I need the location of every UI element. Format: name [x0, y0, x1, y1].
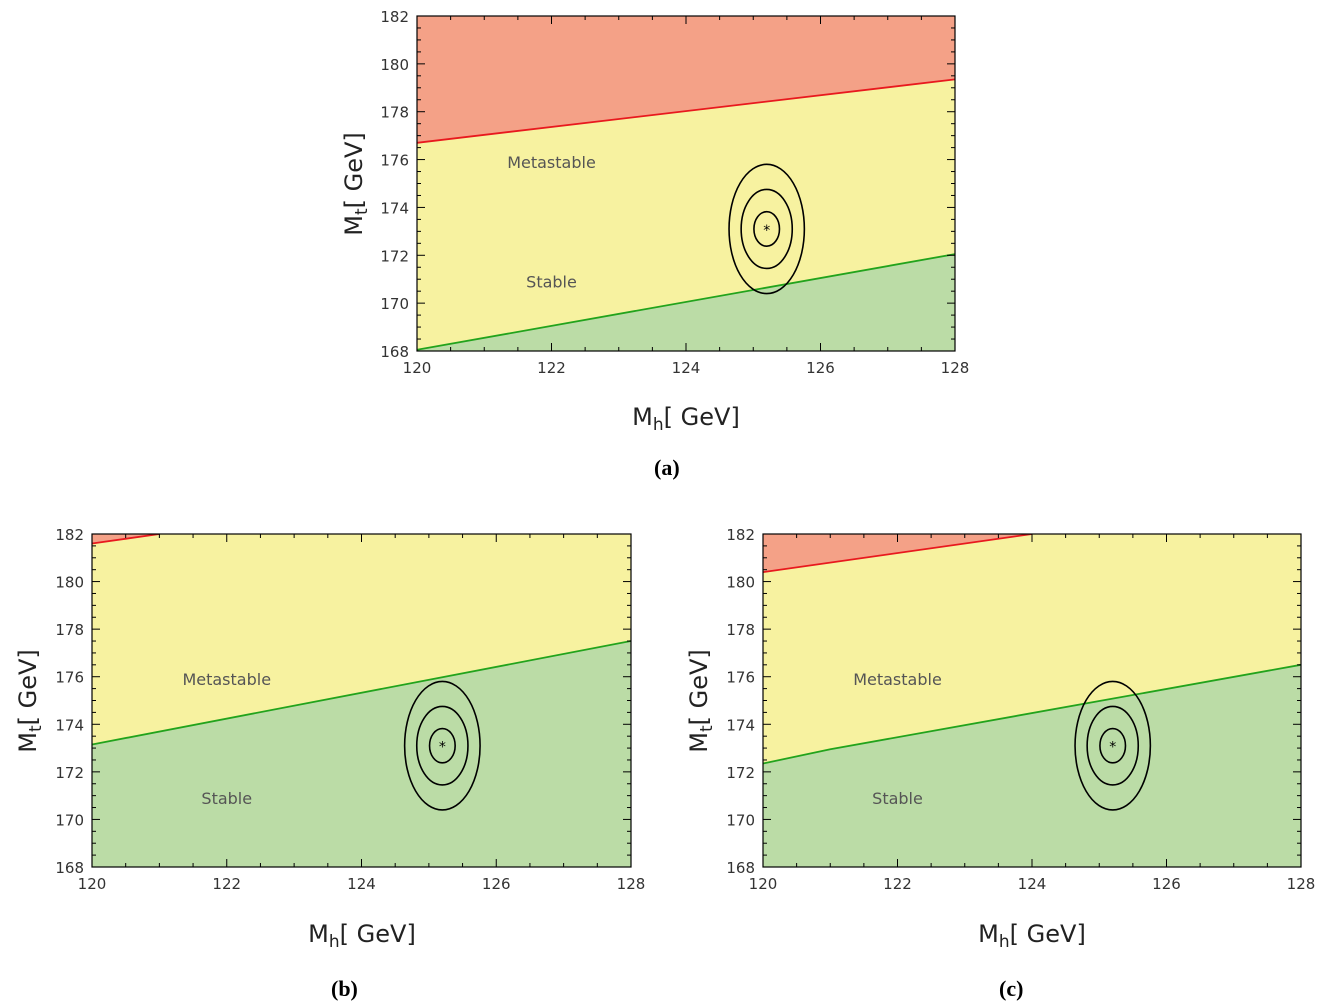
panel-a-caption: (a): [654, 455, 680, 480]
x-tick-label: 128: [617, 875, 646, 893]
x-tick-label: 120: [403, 359, 432, 377]
x-tick-label: 126: [1152, 875, 1181, 893]
stability-boundary-line: [417, 253, 955, 351]
region-stable: [92, 641, 631, 867]
x-tick-label: 124: [347, 875, 376, 893]
y-tick-label: 170: [726, 811, 755, 829]
best-fit-marker: *: [763, 223, 770, 239]
y-tick-label: 180: [55, 574, 84, 592]
x-tick-label: 124: [1018, 875, 1047, 893]
y-tick-label: 168: [380, 343, 409, 361]
x-tick-label: 126: [482, 875, 511, 893]
plot-area: * Metastable Stable: [763, 534, 1301, 867]
region-label-metastable: Metastable: [507, 153, 596, 172]
x-tick-label: 124: [672, 359, 701, 377]
y-tick-label: 172: [380, 247, 409, 265]
instability-boundary-line: [763, 534, 1033, 573]
y-tick-label: 170: [380, 295, 409, 313]
x-axis-label: Mh[ GeV]: [632, 403, 740, 435]
instability-boundary-line: [417, 78, 955, 144]
contour-1sigma: [753, 210, 781, 247]
plot-area: * Metastable Stable: [92, 534, 631, 867]
region-label-metastable: Metastable: [182, 670, 271, 689]
x-axis-label: Mh[ GeV]: [308, 920, 416, 952]
y-tick-label: 178: [55, 621, 84, 639]
y-tick-label: 174: [55, 716, 84, 734]
y-axis-label: Mt[ GeV]: [14, 649, 46, 753]
y-tick-label: 176: [726, 669, 755, 687]
plot-area: * Metastable Stable: [417, 16, 955, 351]
x-tick-label: 122: [212, 875, 241, 893]
y-tick-label: 182: [380, 8, 409, 26]
x-tick-label: 122: [883, 875, 912, 893]
contour-1sigma: [428, 727, 456, 764]
y-tick-label: 168: [726, 859, 755, 877]
region-label-stable: Stable: [526, 273, 577, 292]
y-tick-label: 176: [55, 669, 84, 687]
x-tick-label: 128: [941, 359, 970, 377]
y-tick-label: 174: [726, 716, 755, 734]
axes: 120 122 124 126 128 168 170 172 174 176 178 180 182 M…: [685, 526, 1315, 952]
y-tick-label: 182: [55, 526, 84, 544]
y-tick-label: 180: [380, 56, 409, 74]
y-tick-label: 182: [726, 526, 755, 544]
region-label-stable: Stable: [872, 789, 923, 808]
y-tick-label: 170: [55, 811, 84, 829]
contour-3sigma: [403, 680, 481, 811]
y-tick-label: 178: [726, 621, 755, 639]
x-tick-label: 120: [749, 875, 778, 893]
region-stable: [763, 664, 1301, 867]
panel-c-caption: (c): [999, 976, 1024, 1001]
x-tick-label: 122: [537, 359, 566, 377]
best-fit-marker: *: [1109, 740, 1116, 756]
x-tick-label: 128: [1287, 875, 1316, 893]
y-tick-label: 180: [726, 574, 755, 592]
chart-panel-a: * Metastable Stable 120 122 124 126 128 168 170 17…: [340, 8, 969, 435]
region-label-stable: Stable: [201, 789, 252, 808]
x-tick-label: 120: [78, 875, 107, 893]
instability-boundary-line: [92, 534, 160, 545]
region-instability: [417, 16, 955, 143]
best-fit-marker: *: [439, 740, 446, 756]
chart-panel-b: * Metastable Stable 120 122 124 126 128 168 170 17…: [14, 526, 645, 952]
stability-boundary-line: [92, 640, 631, 746]
y-tick-label: 168: [55, 859, 84, 877]
y-tick-label: 174: [380, 199, 409, 217]
region-label-metastable: Metastable: [853, 670, 942, 689]
contour-3sigma: [728, 163, 806, 295]
contour-2sigma: [1086, 705, 1140, 786]
axes: 120 122 124 126 128 168 170 172 174 176 178 180 182 M…: [340, 8, 969, 435]
contour-1sigma: [1099, 727, 1127, 764]
y-tick-label: 176: [380, 152, 409, 170]
y-tick-label: 172: [55, 764, 84, 782]
stability-boundary-line: [763, 663, 1301, 765]
contour-2sigma: [415, 705, 469, 786]
y-axis-label: Mt[ GeV]: [685, 649, 717, 753]
axes: 120 122 124 126 128 168 170 172 174 176 178 180 182 M…: [14, 526, 645, 952]
x-tick-label: 126: [806, 359, 835, 377]
x-axis-label: Mh[ GeV]: [978, 920, 1086, 952]
y-tick-label: 172: [726, 764, 755, 782]
y-tick-label: 178: [380, 104, 409, 122]
contour-3sigma: [1074, 680, 1152, 811]
y-axis-label: Mt[ GeV]: [340, 132, 372, 236]
chart-panel-c: * Metastable Stable 120 122 124 126 128 168 170 17…: [685, 526, 1315, 952]
panel-b-caption: (b): [331, 976, 358, 1001]
contour-2sigma: [740, 188, 794, 270]
